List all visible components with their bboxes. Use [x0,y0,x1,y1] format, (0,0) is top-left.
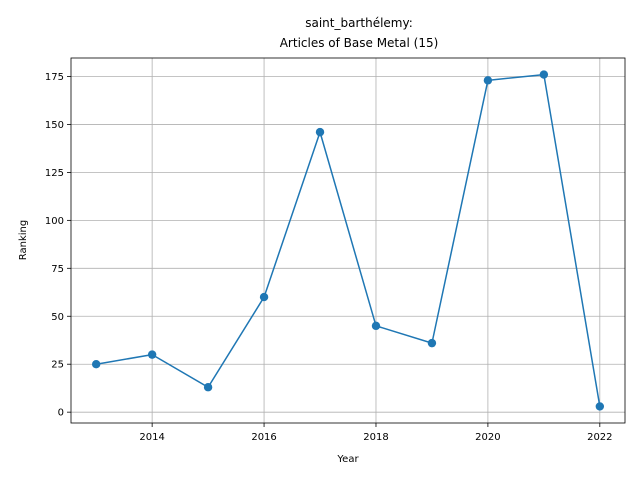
y-tick-label: 25 [51,360,64,371]
x-tick-label: 2022 [587,432,612,443]
data-point [91,360,101,369]
x-tick-label: 2014 [139,432,164,443]
series-ranking [91,70,605,411]
data-point [539,70,549,79]
data-point [147,350,157,359]
data-point [315,127,325,137]
x-axis-label: Year [336,454,359,465]
plot-frame [70,57,626,424]
data-point [595,402,605,411]
data-point [259,292,269,302]
axis-ticks: 2014 2016 2018 2020 2022 0 25 50 75 100 125 150 175 [45,72,613,443]
y-tick-label: 0 [58,408,64,419]
y-tick-label: 175 [45,72,64,83]
grid [71,58,625,423]
x-tick-label: 2020 [475,432,500,443]
y-tick-label: 125 [45,168,64,179]
y-axis-label: Ranking [18,220,29,260]
chart-title-line1: saint_barthélemy: [305,16,413,30]
data-point [483,76,493,85]
y-tick-label: 75 [51,264,64,275]
x-tick-label: 2018 [363,432,388,443]
y-tick-label: 100 [45,216,64,227]
chart-title-line2: Articles of Base Metal (15) [280,36,439,50]
data-point [203,383,213,392]
series-line [96,73,601,407]
x-tick-label: 2016 [251,432,276,443]
y-tick-label: 50 [51,312,64,323]
data-point [371,321,381,331]
y-tick-label: 150 [45,120,64,131]
data-point [427,338,437,348]
